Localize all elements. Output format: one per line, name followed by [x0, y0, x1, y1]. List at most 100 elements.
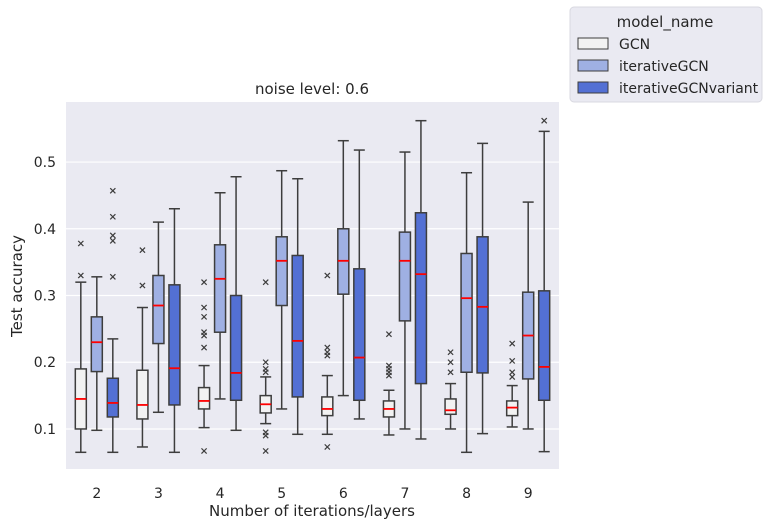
iqr-box [152, 274, 165, 345]
box-iterativeGCN-3 [152, 221, 165, 414]
legend-swatch [577, 81, 609, 94]
outlier-marker [385, 331, 392, 338]
iqr-box [353, 268, 366, 402]
x-axis-label: Number of iterations/layers [209, 502, 415, 520]
outlier-marker [324, 443, 331, 451]
x-tick-label: 9 [524, 486, 533, 502]
outlier-marker [201, 344, 208, 351]
box-iterativeGCNvariant-3 [168, 208, 181, 454]
box-iterativeGCN-8 [460, 171, 473, 454]
box-GCN-2 [74, 240, 88, 454]
iqr-box [476, 236, 489, 374]
box-iterativeGCNvariant-2 [106, 187, 120, 454]
x-tick-label: 3 [154, 486, 163, 502]
x-tick-label: 4 [216, 486, 225, 502]
outlier-marker [509, 369, 516, 376]
box-iterativeGCN-5 [275, 169, 288, 410]
x-tick-label: 5 [277, 486, 286, 502]
legend-label: iterativeGCN [619, 59, 709, 75]
outlier-marker [201, 304, 208, 311]
box-GCN-4 [197, 279, 211, 455]
box-GCN-9 [505, 340, 519, 428]
iqr-box [90, 316, 104, 373]
outlier-marker [109, 187, 116, 194]
box-iterativeGCN-2 [90, 276, 104, 432]
box-iterativeGCNvariant-6 [353, 149, 366, 420]
box-GCN-6 [321, 272, 334, 451]
y-tick-label: 0.4 [34, 222, 56, 238]
x-tick-labels: 2 3 4 5 6 7 8 9 [92, 486, 532, 502]
iqr-box [398, 231, 412, 322]
legend-frame [569, 6, 763, 103]
box-iterativeGCNvariant-4 [229, 175, 243, 432]
outlier-marker [324, 344, 331, 351]
iqr-box [414, 212, 428, 385]
outlier-marker [509, 373, 516, 380]
y-tick-label: 0.2 [34, 355, 56, 371]
boxes-layer [74, 117, 551, 455]
outlier-marker [201, 447, 208, 455]
outlier-marker [447, 359, 454, 366]
outlier-marker [109, 213, 116, 220]
outlier-marker [77, 240, 84, 247]
outlier-marker [509, 340, 516, 347]
legend-label: GCN [619, 37, 650, 53]
iqr-box [136, 369, 149, 420]
outlier-marker [541, 117, 548, 124]
outlier-marker [447, 369, 454, 376]
iqr-box [197, 386, 211, 410]
outlier-marker [109, 232, 116, 239]
outlier-marker [262, 447, 269, 455]
iqr-box [537, 290, 551, 402]
y-tick-labels: 0.1 0.2 0.3 0.4 0.5 [34, 155, 56, 438]
box-iterativeGCN-7 [398, 151, 412, 430]
y-tick-label: 0.5 [34, 155, 56, 171]
legend: model_name GCN iterativeGCN iterativeGCNva… [569, 6, 763, 103]
box-iterativeGCNvariant-9 [537, 117, 551, 453]
x-tick-label: 2 [92, 486, 101, 502]
box-iterativeGCNvariant-5 [291, 177, 304, 436]
outlier-marker [324, 349, 331, 356]
box-iterativeGCN-6 [337, 139, 350, 397]
outlier-marker [77, 272, 84, 279]
legend-swatch [577, 37, 609, 50]
iqr-box [229, 294, 243, 402]
y-tick-label: 0.3 [34, 289, 56, 305]
outlier-marker [509, 357, 516, 364]
outlier-marker [447, 349, 454, 356]
outlier-marker [324, 272, 331, 279]
box-iterativeGCN-9 [521, 201, 535, 430]
legend-swatch [577, 59, 609, 72]
y-tick-label: 0.1 [34, 422, 56, 438]
iqr-box [291, 254, 304, 398]
box-iterativeGCNvariant-8 [476, 142, 489, 435]
chart-title: noise level: 0.6 [255, 80, 369, 98]
outlier-marker [139, 282, 146, 289]
outlier-marker [262, 359, 269, 366]
legend-label: iterativeGCNvariant [619, 81, 759, 97]
x-tick-label: 8 [462, 486, 471, 502]
legend-title: model_name [617, 13, 714, 32]
x-tick-label: 7 [400, 486, 409, 502]
outlier-marker [109, 273, 116, 280]
outlier-marker [262, 279, 269, 286]
iqr-box [106, 377, 120, 418]
iqr-box [321, 396, 334, 417]
iqr-box [460, 252, 473, 373]
x-tick-label: 6 [339, 486, 348, 502]
iqr-box [213, 244, 227, 333]
box-GCN-8 [444, 349, 457, 430]
outlier-marker [139, 247, 146, 254]
iqr-box [168, 284, 181, 406]
box-GCN-3 [136, 247, 149, 448]
outlier-marker [201, 313, 208, 320]
outlier-marker [109, 237, 116, 244]
iqr-box [275, 236, 288, 307]
box-GCN-5 [259, 279, 272, 455]
box-iterativeGCN-4 [213, 191, 227, 400]
y-axis-label: Test accuracy [8, 235, 26, 338]
outlier-marker [262, 365, 269, 372]
iqr-box [444, 398, 457, 416]
outlier-marker [385, 362, 392, 369]
box-iterativeGCNvariant-7 [414, 119, 428, 440]
